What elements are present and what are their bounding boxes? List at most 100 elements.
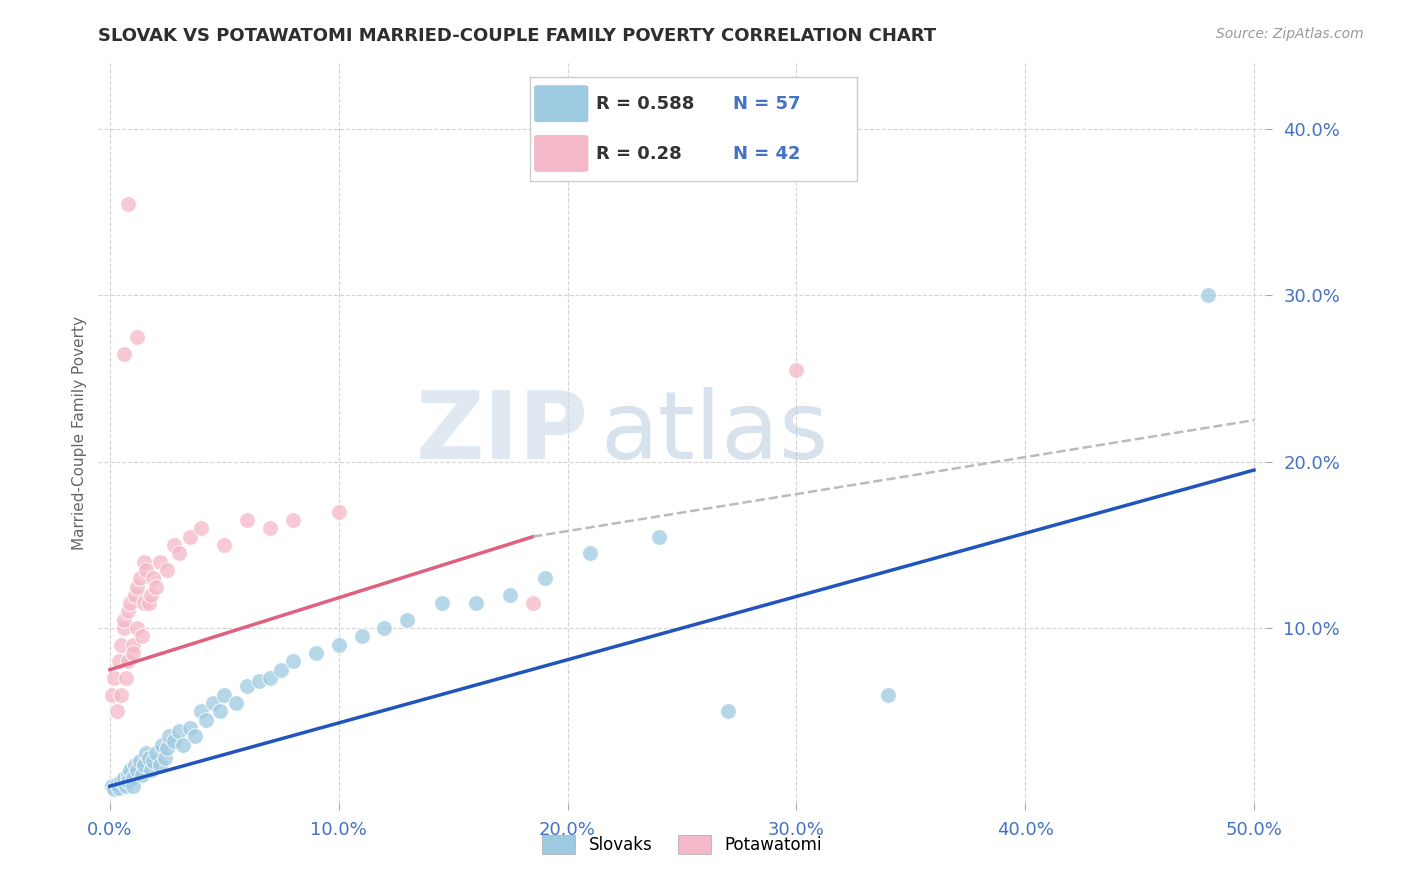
Point [396, 613, 419, 627]
Point [194, 713, 217, 727]
Point [117, 774, 139, 789]
Point [499, 588, 522, 602]
Point [105, 704, 128, 718]
Point [167, 546, 190, 560]
Text: atlas: atlas [600, 386, 828, 479]
Point [105, 777, 128, 791]
Point [128, 571, 150, 585]
Point [214, 688, 236, 702]
Point [236, 513, 259, 527]
Point [172, 738, 194, 752]
Legend: Slovaks, Potawatomi: Slovaks, Potawatomi [536, 829, 828, 861]
Point [163, 734, 186, 748]
Point [373, 621, 395, 635]
Point [139, 588, 162, 602]
Point [127, 580, 149, 594]
Point [134, 596, 156, 610]
Point [135, 563, 157, 577]
Point [131, 767, 153, 781]
Point [270, 663, 292, 677]
Point [183, 729, 205, 743]
Point [214, 538, 236, 552]
Point [430, 596, 453, 610]
Point [156, 740, 179, 755]
Point [579, 546, 602, 560]
Point [149, 757, 172, 772]
Point [190, 704, 212, 718]
Point [110, 688, 132, 702]
Point [156, 563, 179, 577]
Text: ZIP: ZIP [416, 386, 589, 479]
Point [145, 580, 167, 594]
Point [281, 513, 304, 527]
Point [305, 646, 328, 660]
Point [112, 621, 135, 635]
Point [128, 754, 150, 768]
Point [121, 638, 143, 652]
Point [785, 363, 807, 377]
Point [145, 746, 167, 760]
Point [127, 330, 149, 344]
Point [103, 671, 125, 685]
Point [149, 555, 172, 569]
Point [465, 596, 488, 610]
Point [190, 521, 212, 535]
Point [142, 571, 165, 585]
Point [208, 704, 231, 718]
Point [121, 771, 143, 785]
Text: Source: ZipAtlas.com: Source: ZipAtlas.com [1216, 27, 1364, 41]
Point [163, 538, 186, 552]
Point [101, 779, 124, 793]
Point [179, 721, 201, 735]
Point [157, 729, 180, 743]
Point [124, 588, 146, 602]
Point [131, 629, 153, 643]
Point [108, 780, 131, 795]
Point [117, 197, 139, 211]
Point [717, 704, 740, 718]
Point [124, 757, 146, 772]
Point [112, 346, 135, 360]
Point [153, 751, 176, 765]
Point [522, 596, 544, 610]
Point [121, 646, 143, 660]
Point [101, 688, 124, 702]
Point [115, 779, 138, 793]
Point [328, 638, 350, 652]
Point [876, 688, 898, 702]
Point [138, 751, 160, 765]
Point [648, 530, 671, 544]
Point [110, 774, 132, 789]
Point [103, 782, 125, 797]
Y-axis label: Married-Couple Family Poverty: Married-Couple Family Poverty [72, 316, 87, 549]
Point [167, 724, 190, 739]
Point [121, 779, 143, 793]
Point [259, 671, 281, 685]
Point [152, 738, 174, 752]
Point [142, 754, 165, 768]
Point [110, 638, 132, 652]
Point [117, 654, 139, 668]
Point [225, 696, 247, 710]
Point [350, 629, 373, 643]
Text: SLOVAK VS POTAWATOMI MARRIED-COUPLE FAMILY POVERTY CORRELATION CHART: SLOVAK VS POTAWATOMI MARRIED-COUPLE FAMI… [98, 27, 936, 45]
Point [281, 654, 304, 668]
Point [533, 571, 555, 585]
Point [115, 671, 138, 685]
Point [135, 746, 157, 760]
Point [108, 654, 131, 668]
Point [112, 613, 135, 627]
Point [117, 767, 139, 781]
Point [139, 763, 162, 777]
Point [120, 763, 142, 777]
Point [112, 771, 135, 785]
Point [1197, 288, 1219, 302]
Point [201, 696, 224, 710]
Point [179, 530, 201, 544]
Point [134, 757, 156, 772]
Point [247, 674, 270, 689]
Point [127, 621, 149, 635]
Point [134, 555, 156, 569]
Point [138, 596, 160, 610]
Point [259, 521, 281, 535]
